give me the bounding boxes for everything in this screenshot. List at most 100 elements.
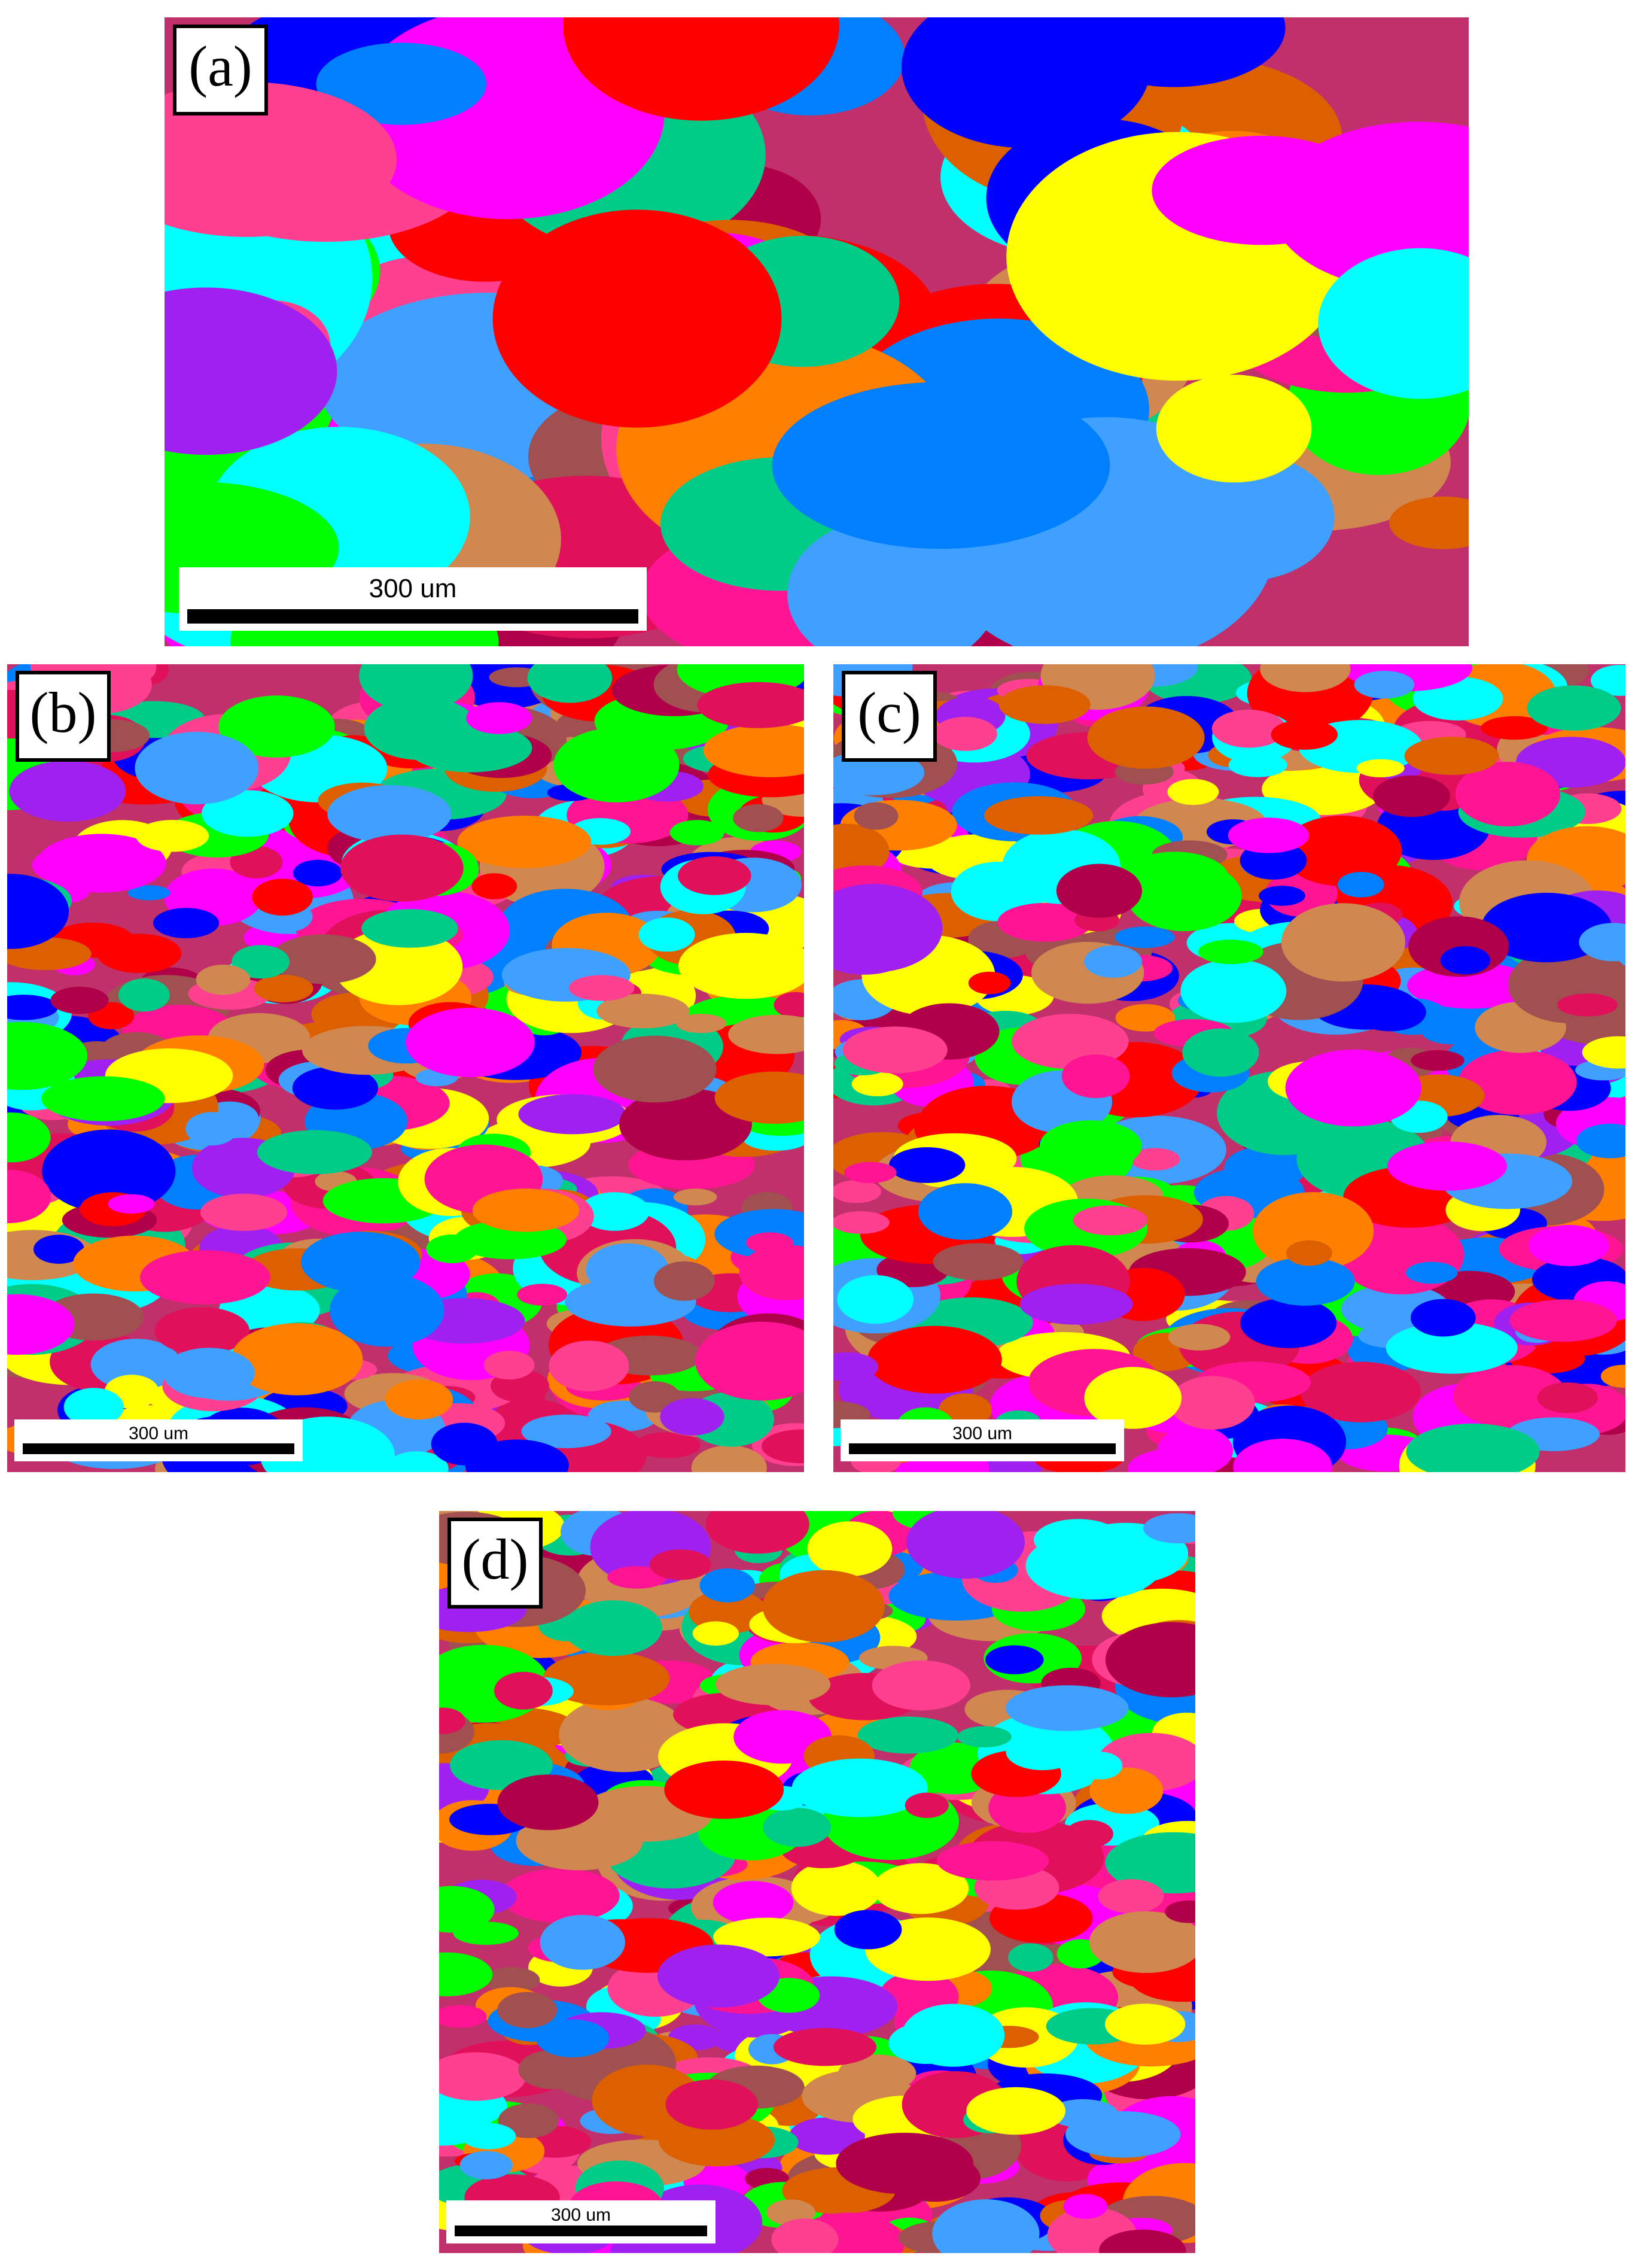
- grain: [1084, 1367, 1182, 1429]
- grain: [854, 802, 899, 830]
- grain: [327, 785, 452, 843]
- grain: [1019, 1284, 1133, 1325]
- grain: [1481, 716, 1548, 740]
- panel-label: (c): [857, 680, 921, 744]
- grain: [1579, 923, 1625, 962]
- grain-map-panel: (a) 300 um: [165, 17, 1469, 646]
- grain: [664, 1761, 784, 1819]
- panel-label-box: [16, 671, 111, 762]
- grain: [607, 1566, 668, 1589]
- grain: [773, 2028, 876, 2066]
- grain: [906, 1511, 1025, 1579]
- grain: [1557, 993, 1618, 1017]
- grain: [1198, 940, 1263, 965]
- grain: [7, 874, 69, 949]
- grain: [7, 995, 58, 1020]
- grain: [36, 834, 166, 893]
- grain: [918, 1183, 1013, 1241]
- grain: [564, 1600, 662, 1656]
- grain-map-panel: (b) 300 um: [7, 664, 804, 1472]
- grain-map-panel: (d) 300 um: [439, 1511, 1195, 2253]
- grain: [1065, 2111, 1181, 2158]
- grain: [140, 1250, 270, 1305]
- grain: [634, 1432, 701, 1458]
- grain: [1481, 892, 1612, 963]
- grain: [1006, 1685, 1129, 1731]
- grain: [673, 1188, 717, 1206]
- grain: [692, 1621, 739, 1646]
- grain: [483, 1351, 535, 1380]
- grain: [1062, 17, 1286, 87]
- grain: [426, 1234, 478, 1263]
- grain: [1529, 1224, 1609, 1266]
- grain: [1115, 1004, 1176, 1032]
- grain: [1084, 945, 1142, 978]
- grain: [638, 917, 695, 952]
- grain: [653, 1261, 715, 1301]
- scale-bar: [455, 2226, 707, 2236]
- grain: [1387, 1141, 1507, 1191]
- grain: [1098, 1879, 1164, 1914]
- grain: [406, 1008, 535, 1077]
- grain: [1087, 706, 1205, 769]
- scale-bar-box: [14, 1419, 303, 1461]
- grain: [1105, 1832, 1195, 1894]
- grain: [807, 1521, 893, 1577]
- grain: [1056, 864, 1142, 918]
- grain: [459, 2151, 513, 2179]
- grain: [1354, 671, 1415, 699]
- grain: [497, 1774, 599, 1831]
- grain: [1527, 685, 1621, 731]
- grain: [270, 934, 376, 984]
- grain: [1282, 815, 1402, 886]
- grain: [500, 1868, 620, 1923]
- grain: [762, 1570, 885, 1643]
- panel-label-box: [447, 1518, 543, 1609]
- grain: [361, 909, 458, 948]
- grain-map: [439, 1511, 1195, 2253]
- grain: [1008, 1943, 1054, 1972]
- grain: [518, 2050, 588, 2090]
- scale-bar: [23, 1443, 294, 1454]
- grain: [669, 820, 724, 846]
- grain: [7, 1169, 51, 1223]
- grain: [185, 1112, 238, 1146]
- grain: [791, 1860, 882, 1916]
- grain: [165, 287, 337, 455]
- grain: [1089, 1911, 1195, 1973]
- grain: [703, 723, 804, 777]
- grain: [629, 1381, 681, 1413]
- grain: [41, 1076, 165, 1121]
- grain: [439, 1886, 495, 1933]
- grain: [232, 945, 290, 979]
- grain: [42, 1129, 176, 1213]
- grain: [465, 1439, 569, 1472]
- grain: [1168, 1324, 1231, 1351]
- grain: [521, 1414, 611, 1448]
- scale-bar-box: [841, 1419, 1124, 1461]
- grain: [1440, 946, 1491, 975]
- grain: [705, 1511, 809, 1554]
- grain: [678, 932, 804, 999]
- grain: [1167, 779, 1219, 805]
- grain: [1389, 496, 1469, 549]
- grain: [563, 17, 839, 121]
- grain: [163, 1348, 255, 1399]
- grain: [771, 2218, 839, 2253]
- grain: [1404, 737, 1499, 775]
- grain: [497, 1992, 558, 2029]
- grain: [968, 971, 1011, 995]
- grain: [837, 1275, 914, 1324]
- panel-label: (b): [30, 680, 97, 744]
- grain: [833, 823, 890, 878]
- scale-bar: [187, 609, 638, 624]
- grain: [699, 1568, 756, 1603]
- grain: [1260, 664, 1351, 692]
- grain: [293, 859, 343, 887]
- grain: [118, 978, 170, 1012]
- grain-map-panel: (c) 300 um: [833, 664, 1625, 1472]
- grain: [596, 993, 690, 1029]
- grain: [1509, 1299, 1617, 1342]
- grain: [957, 1726, 1012, 1748]
